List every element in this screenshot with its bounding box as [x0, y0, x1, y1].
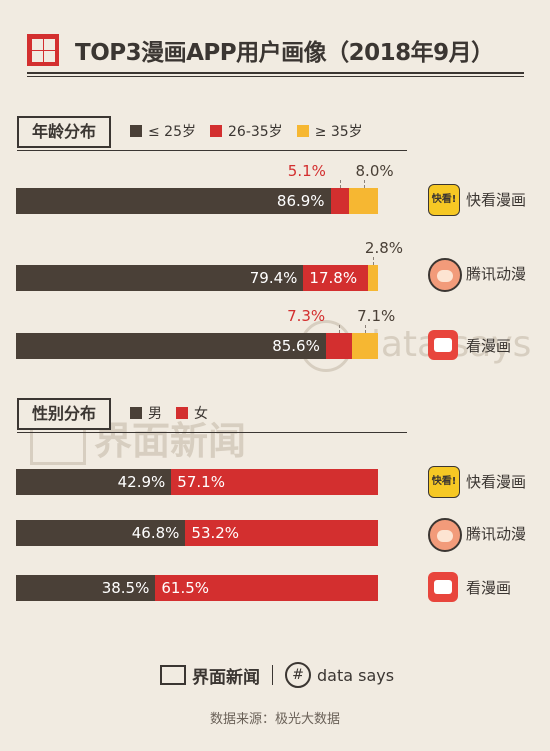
kanmanhua-logo-icon	[428, 572, 458, 602]
footer-brands: 界面新闻 # data says	[160, 662, 394, 688]
watermark-jiemian: 界面新闻	[30, 410, 246, 465]
bar-row: 42.9% 57.1%	[16, 469, 378, 495]
bar-value-label: 57.1%	[177, 473, 225, 491]
app-name: 腾讯动漫	[466, 525, 527, 543]
page-title: TOP3漫画APP用户画像（2018年9月）	[75, 40, 494, 66]
app-name: 看漫画	[466, 579, 512, 597]
bar-segment	[352, 333, 378, 359]
bar-row: 79.4% 17.8%	[16, 265, 378, 291]
legend-item-age-25: ≤ 25岁	[130, 121, 196, 141]
bar-segment: 42.9%	[16, 469, 172, 495]
legend-swatch	[210, 125, 222, 137]
footer-brand-jiemian: 界面新闻	[192, 667, 260, 688]
bar-value-label: 42.9%	[117, 473, 166, 491]
bar-segment: 53.2%	[185, 520, 378, 546]
legend-swatch	[130, 407, 142, 419]
legend-item-male: 男	[130, 403, 162, 423]
kanmanhua-logo-icon	[428, 330, 458, 360]
bar-value-label-outside: 7.3%	[287, 307, 326, 325]
data-source: 数据来源：极光大数据	[209, 712, 340, 727]
bar-value-label-outside: 5.1%	[287, 162, 326, 180]
footer-brand-datasays: data says	[317, 665, 395, 685]
legend-swatch	[296, 125, 309, 137]
bar-value-label-outside: 8.0%	[355, 162, 394, 180]
gender-legend: 男 女	[130, 403, 222, 423]
legend-swatch	[130, 125, 142, 137]
tencent-comic-avatar-icon	[428, 258, 462, 292]
footer-separator	[272, 665, 273, 685]
bar-segment: 17.8%	[303, 265, 368, 291]
bar-segment: 79.4%	[16, 265, 304, 291]
title-divider	[27, 72, 524, 74]
bar-value-label-outside: 7.1%	[357, 307, 396, 325]
app-name: 腾讯动漫	[466, 265, 527, 283]
gender-section-divider	[17, 432, 407, 433]
bar-segment: 86.9%	[16, 188, 331, 214]
bar-value-label: 61.5%	[161, 579, 210, 597]
title-logo-icon	[27, 34, 59, 66]
datasays-logo-icon: #	[285, 662, 311, 688]
bar-value-label: 86.9%	[276, 192, 325, 210]
leader-line	[339, 325, 341, 333]
bar-value-label: 17.8%	[309, 269, 358, 287]
legend-item-female: 女	[176, 403, 208, 423]
gender-section-label: 性别分布	[17, 398, 111, 430]
bar-segment	[330, 188, 350, 214]
bar-segment	[349, 188, 378, 214]
bar-segment	[325, 333, 353, 359]
bar-value-label: 85.6%	[272, 337, 320, 355]
jiemian-logo-icon	[160, 665, 186, 685]
leader-line	[365, 325, 367, 333]
leader-line	[372, 257, 374, 265]
bar-row: 85.6%	[16, 333, 378, 359]
avatar-face	[437, 270, 453, 282]
app-name: 看漫画	[466, 337, 512, 355]
bar-segment: 38.5%	[16, 575, 156, 601]
leader-line	[363, 180, 365, 188]
bar-value-label: 79.4%	[249, 269, 298, 287]
bar-row: 86.9%	[16, 188, 378, 214]
bar-value-label: 38.5%	[101, 579, 150, 597]
leader-line	[339, 180, 341, 188]
bar-value-label: 53.2%	[191, 524, 240, 542]
kuaikan-logo-icon: 快看!	[428, 184, 460, 216]
age-section-divider	[17, 150, 407, 151]
logo-mark	[434, 580, 452, 594]
tencent-comic-avatar-icon	[428, 518, 462, 552]
app-name: 快看漫画	[466, 191, 527, 209]
app-name: 快看漫画	[466, 473, 527, 491]
bar-row: 46.8% 53.2%	[16, 520, 378, 546]
bar-row: 38.5% 61.5%	[16, 575, 378, 601]
logo-mark	[434, 338, 452, 352]
bar-segment	[367, 265, 378, 291]
bar-segment: 61.5%	[155, 575, 378, 601]
bar-segment: 57.1%	[171, 469, 378, 495]
bar-segment: 85.6%	[16, 333, 326, 359]
legend-swatch	[176, 407, 188, 419]
legend-item-age-26-35: 26-35岁	[210, 121, 283, 141]
legend-item-age-35: ≥ 35岁	[296, 121, 363, 141]
bar-value-label-outside: 2.8%	[364, 239, 404, 257]
avatar-face	[437, 530, 453, 542]
age-section-label: 年龄分布	[17, 116, 111, 148]
kuaikan-logo-icon: 快看!	[428, 466, 460, 498]
title-divider-thin	[27, 76, 524, 77]
bar-value-label: 46.8%	[131, 524, 180, 542]
age-legend: ≤ 25岁 26-35岁 ≥ 35岁	[130, 121, 377, 141]
bar-segment: 46.8%	[16, 520, 186, 546]
